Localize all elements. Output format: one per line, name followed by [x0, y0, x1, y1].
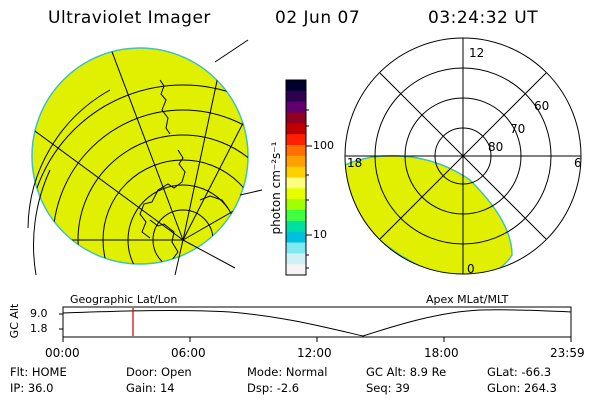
- colorbar-segment: [286, 123, 306, 135]
- mlt-line: [379, 72, 547, 240]
- colorbar-segment: [286, 155, 306, 168]
- colorbar-segment: [286, 134, 306, 146]
- mlt-label-0: 0: [467, 262, 475, 276]
- instrument-title: Ultraviolet Imager: [48, 8, 211, 28]
- timeline-xtick: 00:00: [45, 346, 80, 360]
- lat-arc-outside: [27, 89, 111, 229]
- lon-line-outside: [239, 189, 263, 196]
- mlat-label-60: 60: [534, 99, 550, 113]
- lon-line: [32, 119, 184, 241]
- info-mode: Mode: Normal: [247, 365, 328, 379]
- colorbar-segment: [286, 199, 306, 211]
- info-glon: GLon: 264.3: [487, 381, 557, 395]
- coastline: [139, 149, 186, 239]
- info-door: Door: Open: [126, 365, 192, 379]
- info-ip: IP: 36.0: [10, 381, 54, 395]
- info-seq: Seq: 39: [366, 381, 410, 395]
- mlat-mlt-panel: [344, 37, 582, 275]
- colorbar: [285, 79, 312, 276]
- geographic-image-disk: [31, 47, 249, 265]
- auroral-fill: [345, 155, 513, 274]
- info-dsp: Dsp: -2.6: [247, 381, 300, 395]
- timeline-xtick: 06:00: [171, 346, 206, 360]
- coastline: [159, 79, 171, 135]
- colorbar-segment: [286, 231, 306, 244]
- colorbar-unit-label: photon cm⁻²s⁻¹: [269, 141, 283, 235]
- colorbar-segment: [286, 112, 306, 124]
- lon-line-outside: [182, 239, 236, 269]
- colorbar-segment: [286, 210, 306, 222]
- colorbar-tick-label: 10: [313, 228, 327, 241]
- mlat-label-70: 70: [510, 122, 526, 136]
- colorbar-segment: [286, 166, 306, 179]
- geographic-panel-label: Geographic Lat/Lon: [70, 293, 178, 306]
- timeline-frame: [62, 306, 572, 338]
- mlt-label-12: 12: [469, 46, 485, 60]
- observation-date: 02 Jun 07: [275, 8, 361, 28]
- timeline-ytick: 9.0: [30, 307, 48, 320]
- info-gc-alt: GC Alt: 8.9 Re: [366, 365, 447, 379]
- lon-line-outside: [174, 239, 184, 276]
- lat-arc-outside: [33, 169, 51, 276]
- observation-time: 03:24:32 UT: [428, 8, 539, 28]
- info-gain: Gain: 14: [126, 381, 175, 395]
- colorbar-segment: [286, 80, 306, 92]
- coastline: [149, 219, 179, 261]
- colorbar-segment: [286, 264, 306, 275]
- timeline: [59, 306, 572, 342]
- lat-circle: [32, 84, 248, 264]
- colorbar-segment: [286, 177, 306, 189]
- timeline-ytick: 1.8: [30, 322, 48, 335]
- altitude-curve: [62, 309, 572, 337]
- colorbar-tick-label: 100: [313, 139, 334, 152]
- mlat-label-80: 80: [488, 140, 504, 154]
- info-glat: GLat: -66.3: [487, 365, 552, 379]
- colorbar-segment: [286, 253, 306, 265]
- mlt-label-18: 18: [347, 156, 363, 170]
- colorbar-segment: [286, 242, 306, 254]
- colorbar-segment: [286, 145, 306, 157]
- colorbar-segment: [286, 220, 306, 233]
- coastline: [199, 195, 229, 209]
- colorbar-frame: [285, 79, 307, 276]
- lon-line: [99, 48, 184, 241]
- timeline-xtick: 12:00: [297, 346, 332, 360]
- mlat-mlt-panel-label: Apex MLat/MLT: [426, 293, 509, 306]
- lon-line: [182, 189, 248, 241]
- colorbar-segment: [286, 188, 306, 200]
- info-flight: Flt: HOME: [10, 365, 67, 379]
- timeline-ylabel: GC Alt: [8, 303, 21, 339]
- timeline-xtick: 23:59: [550, 346, 585, 360]
- mlt-label-6: 6: [574, 156, 582, 170]
- colorbar-segment: [286, 101, 306, 114]
- timeline-xtick: 18:00: [424, 346, 459, 360]
- lon-line-outside: [214, 39, 249, 63]
- colorbar-segment: [286, 90, 306, 103]
